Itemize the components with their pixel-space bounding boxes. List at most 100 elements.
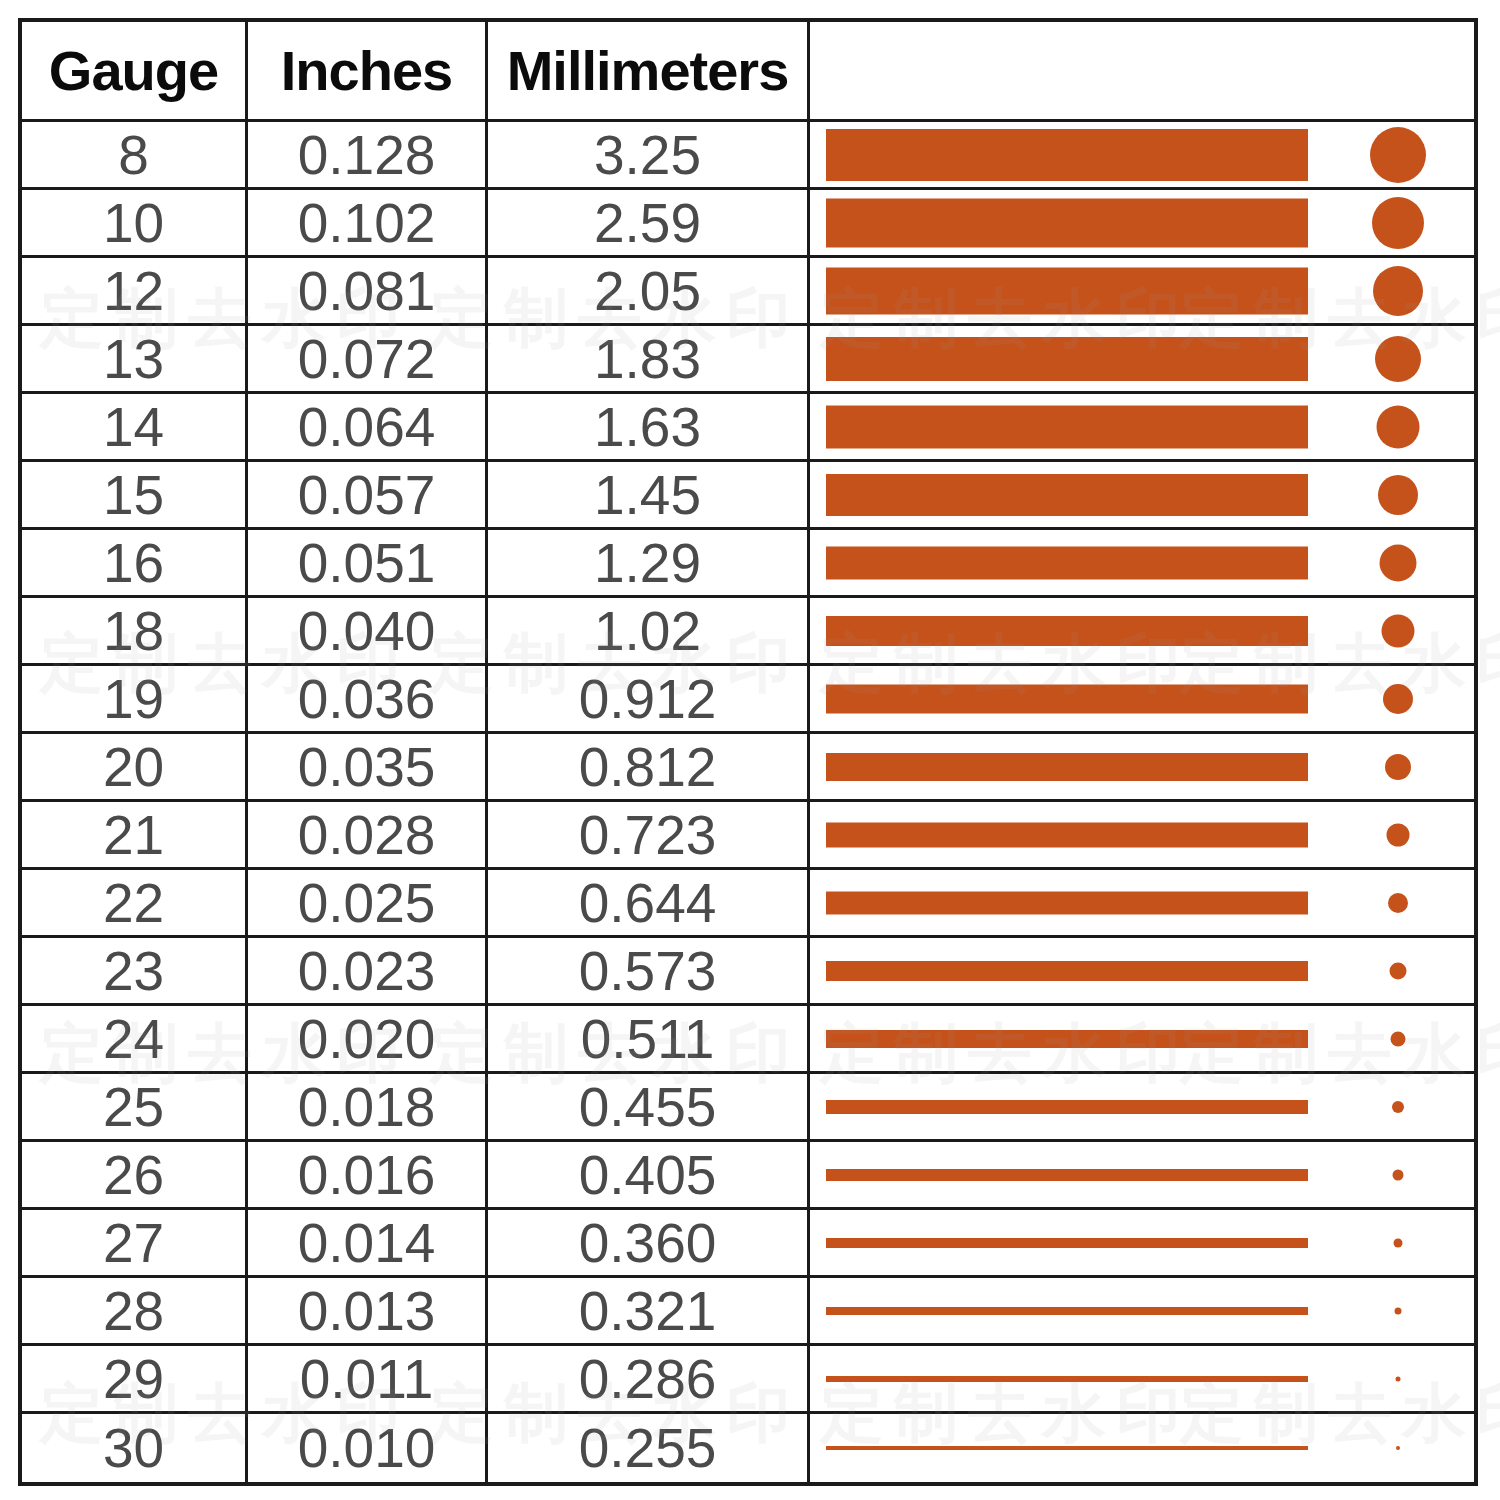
millimeters-value: 2.59 [488, 190, 810, 258]
table-row: 16 0.051 1.29 [22, 530, 1474, 598]
header-row: Gauge Inches Millimeters [22, 22, 1474, 122]
millimeters-value: 0.644 [488, 870, 810, 938]
wire-diameter-dot [1393, 1169, 1404, 1180]
table-row: 29 0.011 0.286 [22, 1346, 1474, 1414]
wire-diameter-dot [1394, 1238, 1403, 1247]
wire-diameter-dot [1383, 684, 1413, 714]
wire-diameter-dot [1377, 405, 1420, 448]
millimeters-value: 0.455 [488, 1074, 810, 1142]
wire-thickness-bar [826, 337, 1308, 381]
inches-value: 0.013 [248, 1278, 488, 1346]
inches-value: 0.036 [248, 666, 488, 734]
gauge-value: 27 [22, 1210, 248, 1278]
wire-size-visual [810, 1346, 1474, 1414]
inches-value: 0.081 [248, 258, 488, 326]
wire-thickness-bar [826, 405, 1308, 448]
wire-diameter-dot [1382, 614, 1415, 647]
millimeters-value: 0.321 [488, 1278, 810, 1346]
gauge-value: 23 [22, 938, 248, 1006]
header-millimeters: Millimeters [488, 22, 810, 122]
inches-value: 0.057 [248, 462, 488, 530]
wire-thickness-bar [826, 1169, 1308, 1181]
wire-diameter-dot [1396, 1446, 1400, 1450]
wire-diameter-dot [1385, 754, 1411, 780]
table-row: 26 0.016 0.405 [22, 1142, 1474, 1210]
table-row: 8 0.128 3.25 [22, 122, 1474, 190]
inches-value: 0.020 [248, 1006, 488, 1074]
table-row: 22 0.025 0.644 [22, 870, 1474, 938]
gauge-value: 19 [22, 666, 248, 734]
inches-value: 0.040 [248, 598, 488, 666]
wire-thickness-bar [826, 616, 1308, 646]
gauge-value: 12 [22, 258, 248, 326]
wire-diameter-dot [1387, 823, 1410, 846]
inches-value: 0.128 [248, 122, 488, 190]
wire-thickness-bar [826, 684, 1308, 713]
wire-thickness-bar [826, 267, 1308, 314]
wire-size-visual [810, 1278, 1474, 1346]
wire-gauge-table: Gauge Inches Millimeters 8 0.128 3.25 10… [18, 18, 1478, 1486]
wire-size-visual [810, 462, 1474, 530]
gauge-value: 18 [22, 598, 248, 666]
inches-value: 0.035 [248, 734, 488, 802]
wire-size-visual [810, 1414, 1474, 1482]
table-row: 21 0.028 0.723 [22, 802, 1474, 870]
wire-diameter-dot [1373, 266, 1423, 316]
wire-thickness-bar [826, 822, 1308, 847]
table-body: 8 0.128 3.25 10 0.102 2.59 12 0.081 2.05… [22, 122, 1474, 1482]
wire-thickness-bar [826, 961, 1308, 981]
table-row: 12 0.081 2.05 [22, 258, 1474, 326]
wire-size-visual [810, 598, 1474, 666]
gauge-value: 29 [22, 1346, 248, 1414]
wire-thickness-bar [826, 1030, 1308, 1048]
inches-value: 0.010 [248, 1414, 488, 1482]
gauge-value: 30 [22, 1414, 248, 1482]
millimeters-value: 1.45 [488, 462, 810, 530]
millimeters-value: 2.05 [488, 258, 810, 326]
millimeters-value: 0.573 [488, 938, 810, 1006]
table-row: 14 0.064 1.63 [22, 394, 1474, 462]
wire-thickness-bar [826, 753, 1308, 781]
millimeters-value: 1.63 [488, 394, 810, 462]
header-inches: Inches [248, 22, 488, 122]
inches-value: 0.102 [248, 190, 488, 258]
inches-value: 0.072 [248, 326, 488, 394]
inches-value: 0.025 [248, 870, 488, 938]
wire-size-visual [810, 1074, 1474, 1142]
inches-value: 0.018 [248, 1074, 488, 1142]
wire-size-visual [810, 1210, 1474, 1278]
wire-diameter-dot [1390, 962, 1407, 979]
wire-thickness-bar [826, 1100, 1308, 1114]
inches-value: 0.051 [248, 530, 488, 598]
gauge-value: 21 [22, 802, 248, 870]
gauge-value: 24 [22, 1006, 248, 1074]
wire-thickness-bar [826, 129, 1308, 181]
header-gauge: Gauge [22, 22, 248, 122]
wire-thickness-bar [826, 1376, 1308, 1382]
gauge-value: 10 [22, 190, 248, 258]
millimeters-value: 0.405 [488, 1142, 810, 1210]
millimeters-value: 0.255 [488, 1414, 810, 1482]
millimeters-value: 1.29 [488, 530, 810, 598]
table-row: 10 0.102 2.59 [22, 190, 1474, 258]
wire-diameter-dot [1395, 1307, 1402, 1314]
wire-diameter-dot [1391, 1031, 1406, 1046]
wire-diameter-dot [1375, 336, 1421, 382]
gauge-value: 26 [22, 1142, 248, 1210]
millimeters-value: 0.286 [488, 1346, 810, 1414]
wire-size-visual [810, 326, 1474, 394]
wire-size-visual [810, 530, 1474, 598]
gauge-value: 20 [22, 734, 248, 802]
millimeters-value: 1.02 [488, 598, 810, 666]
wire-thickness-bar [826, 1307, 1308, 1315]
gauge-value: 22 [22, 870, 248, 938]
wire-size-visual [810, 734, 1474, 802]
wire-diameter-dot [1392, 1101, 1404, 1113]
gauge-value: 13 [22, 326, 248, 394]
wire-size-visual [810, 1142, 1474, 1210]
table-row: 28 0.013 0.321 [22, 1278, 1474, 1346]
wire-size-visual [810, 394, 1474, 462]
table-row: 20 0.035 0.812 [22, 734, 1474, 802]
wire-diameter-dot [1380, 544, 1417, 581]
header-visual [810, 22, 1474, 122]
